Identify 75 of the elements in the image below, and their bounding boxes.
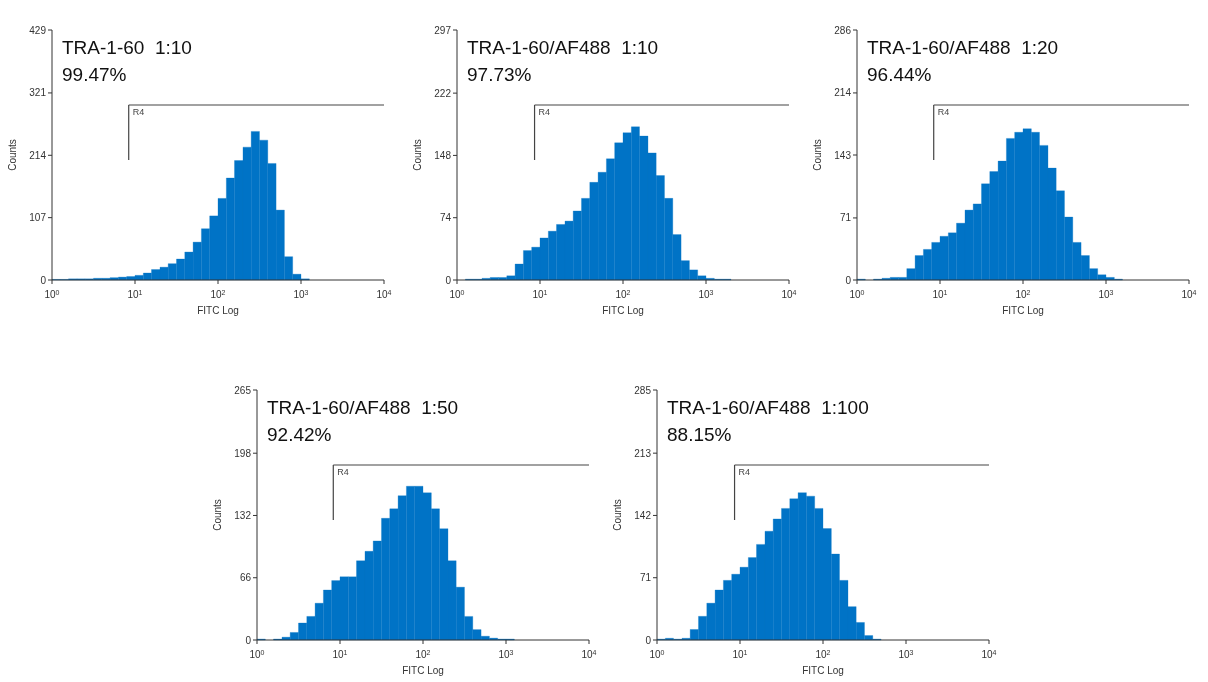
y-tick-label: 0 — [445, 274, 452, 286]
x-axis-title: FITC Log — [197, 305, 239, 316]
x-axis-title: FITC Log — [402, 665, 444, 676]
x-tick-label: 10$^{2}$ — [1015, 288, 1031, 300]
y-tick-label: 265 — [234, 384, 252, 396]
y-tick-label: 132 — [234, 510, 252, 522]
text: 92.42% — [267, 423, 333, 447]
x-axis-title: FITC Log — [802, 665, 844, 676]
text: 97.73% — [467, 63, 533, 87]
y-tick-label: 71 — [639, 572, 652, 584]
y-tick-label: 148 — [434, 149, 452, 161]
y-tick-label: 429 — [29, 24, 47, 36]
x-tick-label: 10$^{2}$ — [815, 648, 831, 660]
y-axis-title: Counts — [411, 139, 423, 171]
text: 88.15% — [667, 423, 733, 447]
y-tick-label: 198 — [234, 447, 252, 459]
x-tick-label: 10$^{1}$ — [532, 288, 548, 300]
y-tick-label: 297 — [434, 24, 452, 36]
x-tick-label: 10$^{2}$ — [415, 648, 431, 660]
y-tick-label: 222 — [434, 87, 452, 99]
y-axis-title: Counts — [611, 499, 623, 531]
y-tick-label: 143 — [834, 149, 852, 161]
y-tick-label: 321 — [29, 87, 47, 99]
x-tick-label: 10$^{4}$ — [376, 288, 392, 300]
ref-line-label: R4 — [538, 107, 551, 118]
x-tick-label: 10$^{3}$ — [293, 288, 309, 300]
chart-title: TRA-1-60/AF488 1:20 — [867, 36, 1059, 60]
y-tick-label: 142 — [634, 509, 652, 521]
y-axis-title: Counts — [211, 499, 223, 531]
text: 99.47% — [62, 63, 128, 87]
x-tick-label: 10$^{4}$ — [581, 648, 597, 660]
y-tick-label: 214 — [29, 149, 47, 161]
ref-line-label: R4 — [132, 107, 145, 118]
text: 96.44% — [867, 63, 933, 87]
y-axis-title: Counts — [6, 139, 18, 171]
x-tick-label: 10$^{0}$ — [449, 288, 465, 300]
x-tick-label: 10$^{0}$ — [849, 288, 865, 300]
x-tick-label: 10$^{4}$ — [981, 648, 997, 660]
ref-line-label: R4 — [937, 107, 950, 118]
x-tick-label: 10$^{0}$ — [649, 648, 665, 660]
y-tick-label: 0 — [40, 274, 47, 286]
y-tick-label: 0 — [845, 274, 852, 286]
x-tick-label: 10$^{3}$ — [698, 288, 714, 300]
ref-line-label: R4 — [738, 467, 751, 478]
x-tick-label: 10$^{1}$ — [732, 648, 748, 660]
y-tick-label: 0 — [645, 634, 652, 646]
x-tick-label: 10$^{3}$ — [1098, 288, 1114, 300]
x-axis-title: FITC Log — [602, 305, 644, 316]
x-tick-label: 10$^{4}$ — [781, 288, 797, 300]
x-tick-label: 10$^{3}$ — [898, 648, 914, 660]
chart-title: TRA-1-60/AF488 1:50 — [267, 396, 459, 420]
chart-title: TRA-1-60/AF488 1:100 — [667, 396, 869, 420]
y-tick-label: 214 — [834, 87, 852, 99]
x-tick-label: 10$^{4}$ — [1181, 288, 1197, 300]
x-tick-label: 10$^{2}$ — [615, 288, 631, 300]
y-tick-label: 0 — [245, 634, 252, 646]
y-tick-label: 107 — [29, 212, 47, 224]
x-tick-label: 10$^{2}$ — [210, 288, 226, 300]
y-tick-label: 285 — [634, 384, 652, 396]
y-tick-label: 74 — [439, 212, 452, 224]
y-tick-label: 71 — [839, 212, 852, 224]
x-tick-label: 10$^{1}$ — [332, 648, 348, 660]
y-tick-label: 286 — [834, 24, 852, 36]
x-axis-title: FITC Log — [1002, 305, 1044, 316]
y-tick-label: 66 — [239, 572, 252, 584]
x-tick-label: 10$^{0}$ — [44, 288, 60, 300]
x-tick-label: 10$^{0}$ — [249, 648, 265, 660]
y-tick-label: 213 — [634, 447, 652, 459]
x-tick-label: 10$^{1}$ — [932, 288, 948, 300]
y-axis-title: Counts — [811, 139, 823, 171]
chart-title: TRA-1-60/AF488 1:10 — [467, 36, 659, 60]
chart-title: TRA-1-60 1:10 — [62, 36, 192, 60]
x-tick-label: 10$^{1}$ — [127, 288, 143, 300]
ref-line-label: R4 — [337, 467, 349, 478]
x-tick-label: 10$^{3}$ — [498, 648, 514, 660]
